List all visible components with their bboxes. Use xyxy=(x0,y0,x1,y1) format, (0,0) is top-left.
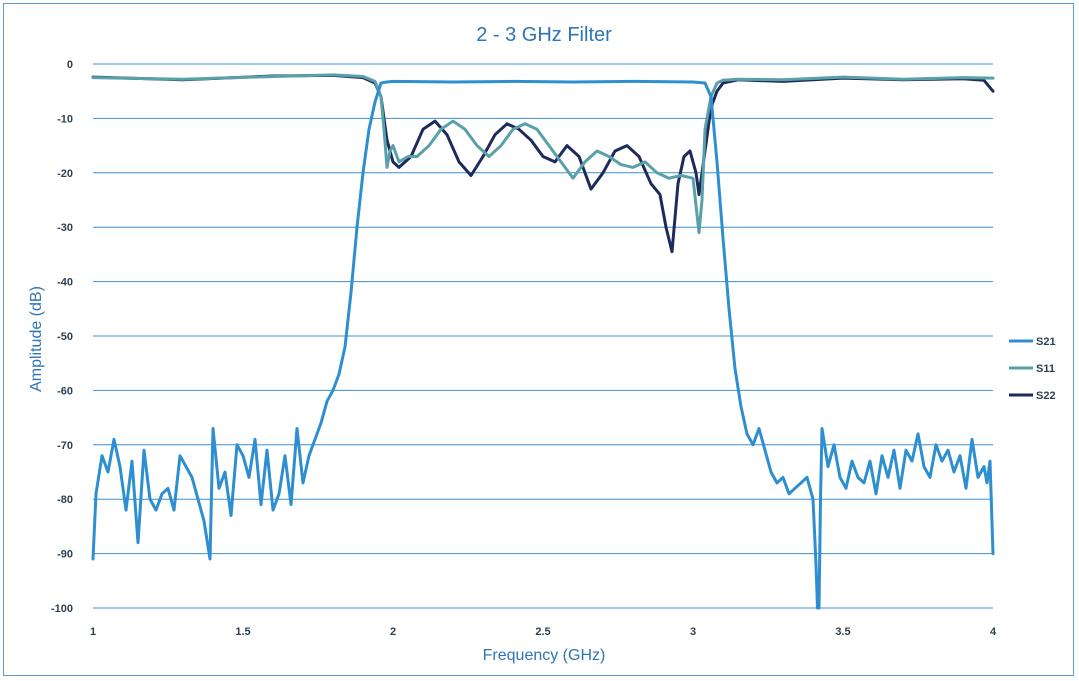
series-lines xyxy=(91,73,995,610)
x-tick-label: 2 xyxy=(390,626,396,638)
x-tick-label: 1 xyxy=(90,626,96,638)
y-tick-label: -90 xyxy=(57,549,73,561)
y-tick-label: -60 xyxy=(57,385,73,397)
y-tick-label: -30 xyxy=(57,222,73,234)
x-tick-label: 3.5 xyxy=(835,626,850,638)
tick-labels: 0 -10 -20 -30 -40 -50 -60 -70 -80 -90 -100 1 1.5 2 2.5… xyxy=(51,59,997,638)
y-tick-label: -100 xyxy=(51,603,73,615)
chart-title: 2 - 3 GHz Filter xyxy=(476,24,612,46)
y-axis-label: Amplitude (dB) xyxy=(28,286,45,392)
gridlines xyxy=(93,63,993,609)
legend-label-s22: S22 xyxy=(1036,390,1056,402)
x-axis-label: Frequency (GHz) xyxy=(483,647,606,664)
x-tick-label: 4 xyxy=(990,626,997,638)
chart-frame: 2 - 3 GHz Filter Frequency (GHz) Amplitu… xyxy=(3,3,1074,676)
x-tick-label: 3 xyxy=(690,626,696,638)
x-tick-label: 2.5 xyxy=(535,626,550,638)
y-tick-label: -70 xyxy=(57,440,73,452)
legend-label-s21: S21 xyxy=(1036,336,1056,348)
y-tick-label: -80 xyxy=(57,494,73,506)
y-tick-label: -50 xyxy=(57,331,73,343)
legend-label-s11: S11 xyxy=(1036,363,1055,375)
y-tick-label: -10 xyxy=(57,113,73,125)
series-line-s11 xyxy=(91,73,995,235)
y-tick-label: -20 xyxy=(57,168,73,180)
series-line-s21 xyxy=(91,79,995,610)
series-line-s22 xyxy=(91,73,995,254)
x-tick-label: 1.5 xyxy=(235,626,250,638)
chart-svg: 2 - 3 GHz Filter Frequency (GHz) Amplitu… xyxy=(28,24,1056,664)
y-tick-label: 0 xyxy=(67,59,73,71)
legend: S21 S11 S22 xyxy=(1009,336,1056,402)
y-tick-label: -40 xyxy=(57,277,73,289)
